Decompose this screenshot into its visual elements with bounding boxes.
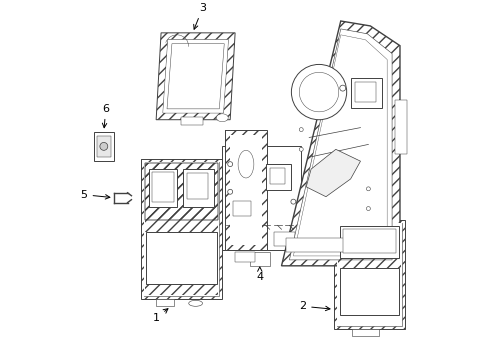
Bar [333, 220, 404, 329]
Polygon shape [289, 29, 391, 260]
Text: 4: 4 [256, 266, 263, 282]
Bar [269, 168, 285, 184]
Circle shape [290, 199, 295, 204]
Bar [339, 268, 398, 315]
Bar [94, 131, 114, 161]
Bar [230, 135, 261, 245]
Bar [350, 78, 382, 108]
Bar [249, 252, 269, 266]
Bar [181, 117, 202, 125]
Bar [149, 169, 177, 207]
Bar [141, 159, 222, 300]
Polygon shape [163, 40, 228, 113]
Bar [336, 223, 401, 326]
Bar [286, 238, 394, 252]
Bar [186, 173, 208, 199]
Bar [145, 220, 218, 232]
Bar [225, 130, 266, 250]
Bar [265, 164, 291, 190]
Polygon shape [156, 33, 235, 120]
Bar [339, 226, 398, 258]
Circle shape [366, 207, 369, 211]
Bar [222, 147, 301, 250]
Text: 2: 2 [299, 301, 329, 311]
Circle shape [227, 189, 232, 194]
Text: 6: 6 [102, 104, 109, 128]
Bar [394, 100, 406, 154]
Bar [146, 232, 217, 284]
Bar [145, 163, 218, 220]
Circle shape [299, 127, 303, 131]
Bar [145, 163, 218, 220]
Polygon shape [167, 44, 224, 109]
Bar [144, 162, 219, 296]
Bar [342, 229, 395, 253]
Bar [183, 169, 214, 207]
Bar [144, 162, 219, 296]
Circle shape [299, 72, 338, 112]
Bar [336, 223, 401, 326]
Ellipse shape [188, 300, 202, 306]
Bar [97, 135, 110, 157]
Bar [145, 163, 218, 220]
Bar [354, 82, 376, 102]
Circle shape [339, 85, 345, 91]
Text: 5: 5 [81, 190, 110, 200]
Bar [225, 130, 266, 250]
Bar [351, 329, 379, 336]
Bar [333, 220, 404, 329]
Polygon shape [293, 35, 386, 256]
Circle shape [100, 143, 107, 150]
Circle shape [227, 162, 232, 167]
Ellipse shape [238, 150, 253, 178]
Text: 1: 1 [152, 309, 167, 323]
Polygon shape [163, 40, 228, 113]
Ellipse shape [234, 161, 253, 195]
Bar [337, 258, 400, 268]
Bar [141, 159, 222, 300]
Text: 3: 3 [193, 3, 205, 29]
Polygon shape [305, 149, 360, 197]
Circle shape [299, 147, 303, 151]
Circle shape [366, 187, 369, 191]
Ellipse shape [216, 114, 228, 122]
Bar [235, 252, 254, 262]
Polygon shape [281, 21, 399, 266]
Bar [152, 172, 174, 202]
Bar [145, 284, 218, 296]
Bar [273, 232, 295, 246]
Circle shape [291, 64, 346, 120]
Bar [233, 201, 250, 216]
Bar [156, 300, 174, 306]
